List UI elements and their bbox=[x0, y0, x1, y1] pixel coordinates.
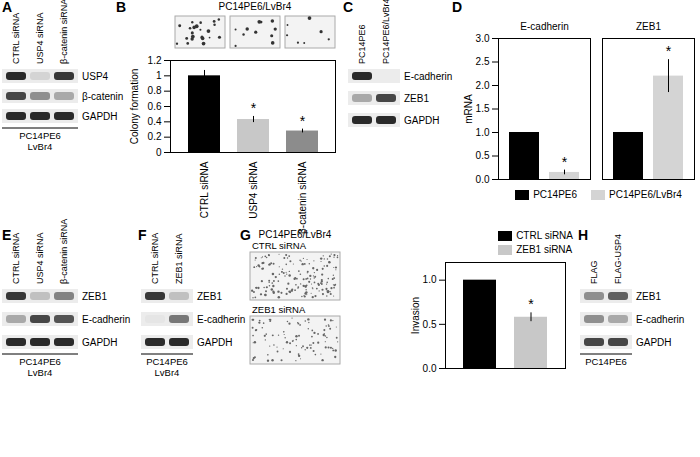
svg-text:CTRL siRNA: CTRL siRNA bbox=[252, 240, 307, 251]
svg-text:PC14PE6: PC14PE6 bbox=[146, 356, 188, 367]
svg-text:LvBr4: LvBr4 bbox=[155, 367, 180, 378]
svg-text:CTRL siRNA: CTRL siRNA bbox=[11, 13, 21, 64]
svg-text:0.0: 0.0 bbox=[476, 174, 490, 185]
svg-text:β-catenin siRNA: β-catenin siRNA bbox=[59, 219, 69, 284]
svg-text:ZEB1: ZEB1 bbox=[404, 93, 429, 104]
svg-text:2.5: 2.5 bbox=[476, 56, 490, 67]
svg-text:1.0: 1.0 bbox=[476, 127, 490, 138]
svg-text:USP4 siRNA: USP4 siRNA bbox=[35, 232, 45, 284]
svg-text:F: F bbox=[138, 227, 147, 243]
svg-text:Colony formation: Colony formation bbox=[129, 69, 140, 145]
svg-text:C: C bbox=[343, 0, 353, 15]
svg-text:G: G bbox=[240, 227, 251, 243]
svg-text:FLAG: FLAG bbox=[589, 260, 599, 284]
svg-text:ZEB1: ZEB1 bbox=[636, 21, 661, 32]
svg-text:PC14PE6: PC14PE6 bbox=[585, 356, 627, 367]
svg-text:0.6: 0.6 bbox=[148, 101, 162, 112]
html-text:PC14PE6: PC14PE6 bbox=[533, 189, 577, 200]
svg-text:GAPDH: GAPDH bbox=[197, 337, 233, 348]
html-text:PC14PE6/LvBr4: PC14PE6/LvBr4 bbox=[609, 189, 682, 200]
svg-text:3.0: 3.0 bbox=[476, 33, 490, 44]
svg-text:E-cadherin: E-cadherin bbox=[197, 314, 245, 325]
svg-text:ZEB1: ZEB1 bbox=[82, 291, 107, 302]
svg-text:β-catenin siRNA: β-catenin siRNA bbox=[59, 0, 69, 64]
svg-text:USP4 siRNA: USP4 siRNA bbox=[248, 161, 259, 219]
svg-text:A: A bbox=[2, 0, 12, 15]
svg-text:1.0: 1.0 bbox=[423, 274, 437, 285]
svg-text:0.0: 0.0 bbox=[423, 363, 437, 374]
svg-text:E-cadherin: E-cadherin bbox=[636, 314, 684, 325]
svg-text:USP4 siRNA: USP4 siRNA bbox=[35, 12, 45, 64]
svg-text:E: E bbox=[2, 227, 11, 243]
svg-text:2.0: 2.0 bbox=[476, 80, 490, 91]
svg-text:β-catenin: β-catenin bbox=[82, 91, 123, 102]
svg-text:ZEB1 siRNA: ZEB1 siRNA bbox=[252, 304, 306, 315]
svg-text:PC14PE6: PC14PE6 bbox=[19, 356, 61, 367]
svg-text:CTRL siRNA: CTRL siRNA bbox=[199, 161, 210, 218]
svg-text:PC14PE6: PC14PE6 bbox=[19, 130, 61, 141]
svg-text:mRNA: mRNA bbox=[463, 94, 474, 124]
svg-text:E-cadherin: E-cadherin bbox=[82, 314, 130, 325]
svg-text:0.5: 0.5 bbox=[476, 150, 490, 161]
svg-text:1.2: 1.2 bbox=[148, 55, 162, 66]
svg-text:E-cadherin: E-cadherin bbox=[520, 21, 568, 32]
svg-text:PC14PE6: PC14PE6 bbox=[357, 24, 367, 64]
svg-text:0: 0 bbox=[156, 147, 162, 158]
html-text:ZEB1 siRNA: ZEB1 siRNA bbox=[516, 244, 573, 255]
svg-text:1: 1 bbox=[156, 70, 162, 81]
svg-text:LvBr4: LvBr4 bbox=[28, 367, 53, 378]
svg-text:β-catenin siRNA: β-catenin siRNA bbox=[297, 161, 308, 234]
svg-text:B: B bbox=[116, 0, 126, 15]
svg-text:GAPDH: GAPDH bbox=[82, 111, 118, 122]
svg-text:0.2: 0.2 bbox=[148, 131, 162, 142]
svg-text:GAPDH: GAPDH bbox=[82, 337, 118, 348]
svg-text:FLAG-USP4: FLAG-USP4 bbox=[613, 234, 623, 284]
svg-text:GAPDH: GAPDH bbox=[636, 337, 672, 348]
svg-text:0.5: 0.5 bbox=[423, 319, 437, 330]
svg-text:0.4: 0.4 bbox=[148, 116, 162, 127]
svg-text:GAPDH: GAPDH bbox=[404, 115, 440, 126]
svg-text:USP4: USP4 bbox=[82, 71, 109, 82]
svg-text:*: * bbox=[251, 100, 257, 116]
svg-text:*: * bbox=[300, 113, 306, 129]
svg-text:CTRL siRNA: CTRL siRNA bbox=[11, 233, 21, 284]
svg-text:Invasion: Invasion bbox=[410, 297, 421, 334]
svg-text:*: * bbox=[528, 296, 534, 312]
svg-text:CTRL siRNA: CTRL siRNA bbox=[150, 233, 160, 284]
svg-text:PC14PE6/LvBr4: PC14PE6/LvBr4 bbox=[219, 1, 292, 12]
svg-text:PC14PE6/LvBr4: PC14PE6/LvBr4 bbox=[381, 0, 391, 64]
svg-text:1.5: 1.5 bbox=[476, 103, 490, 114]
svg-text:*: * bbox=[562, 154, 568, 170]
svg-text:ZEB1: ZEB1 bbox=[197, 291, 222, 302]
svg-text:*: * bbox=[666, 43, 672, 59]
svg-text:PC14PE6/LvBr4: PC14PE6/LvBr4 bbox=[259, 229, 332, 240]
svg-text:ZEB1 siRNA: ZEB1 siRNA bbox=[174, 233, 184, 284]
svg-text:ZEB1: ZEB1 bbox=[636, 291, 661, 302]
svg-text:H: H bbox=[578, 227, 588, 243]
html-text:CTRL siRNA: CTRL siRNA bbox=[516, 230, 573, 241]
svg-text:E-cadherin: E-cadherin bbox=[404, 71, 452, 82]
svg-text:LvBr4: LvBr4 bbox=[28, 141, 53, 152]
svg-text:D: D bbox=[452, 0, 462, 15]
svg-text:0.8: 0.8 bbox=[148, 85, 162, 96]
